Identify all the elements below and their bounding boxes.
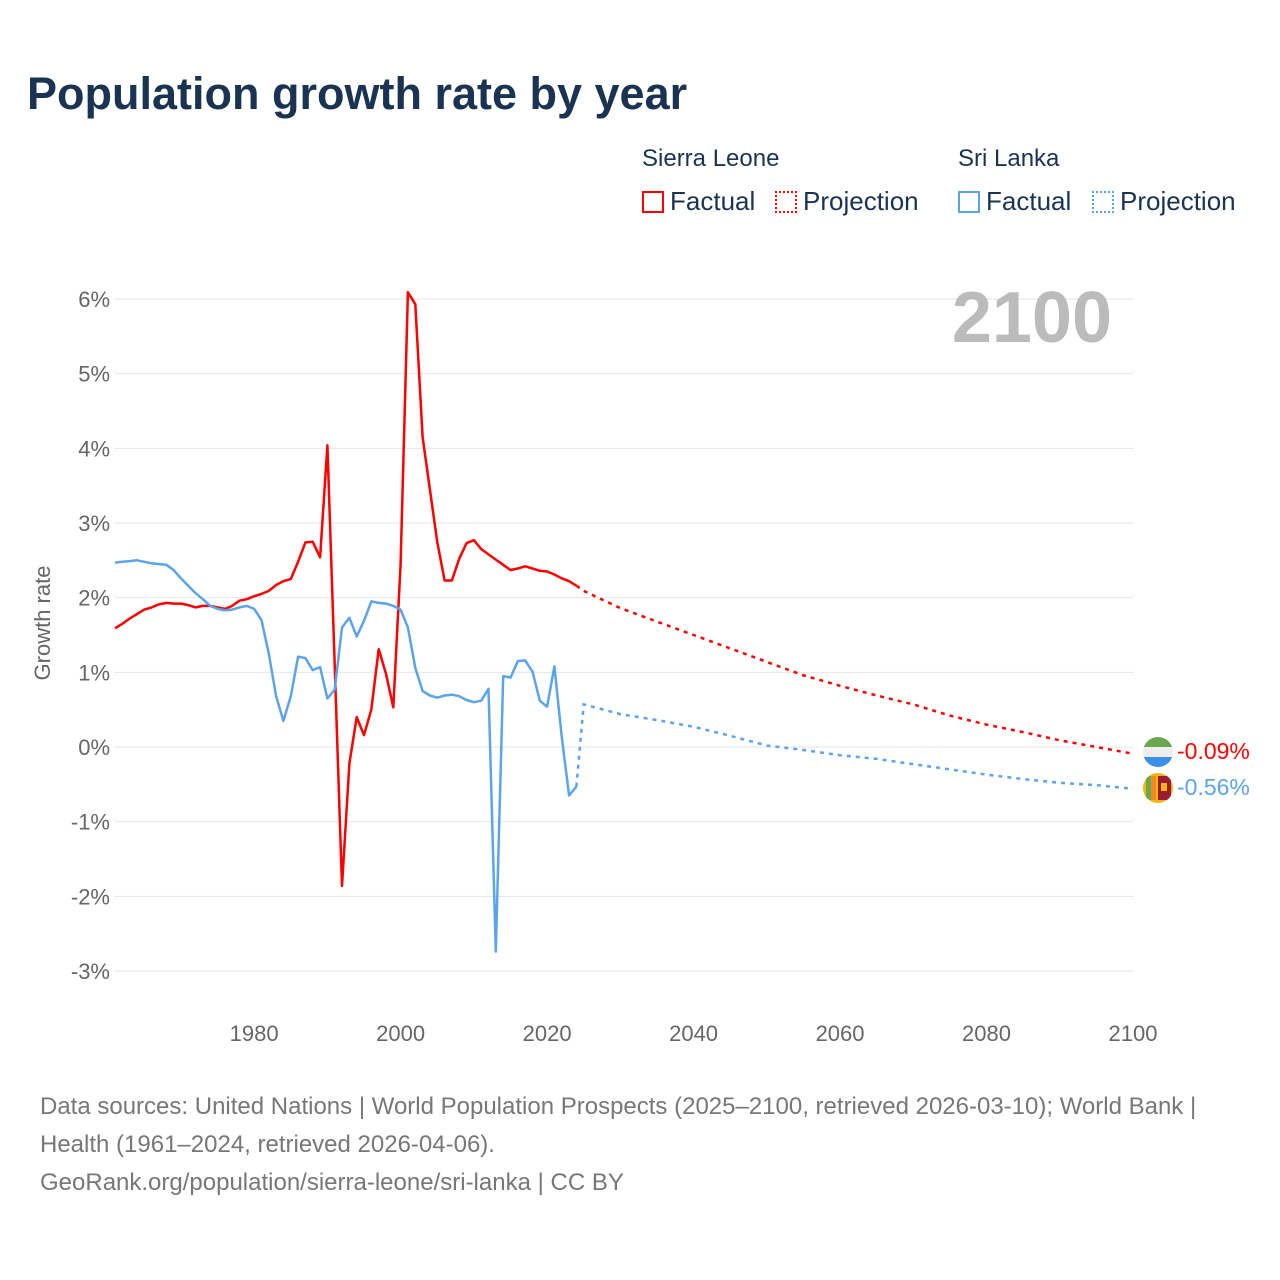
x-tick-label: 2000 [376,1021,425,1046]
sri-lanka-factual-line [114,559,578,953]
y-tick-label: 6% [78,287,110,312]
y-axis-label: Growth rate [30,566,55,681]
sri-lanka-end-label: -0.56% [1177,774,1250,800]
y-tick-label: -2% [71,884,110,909]
legend-label: Factual [670,186,756,216]
legend-sierra-leone-heading: Sierra Leone [642,145,780,172]
y-tick-label: 0% [78,735,110,760]
y-tick-label: -3% [71,959,110,984]
x-tick-label: 2080 [962,1021,1011,1046]
legend-swatch-solid-icon [642,190,664,213]
x-tick-label: 2060 [816,1021,865,1046]
legend-label: Projection [803,186,919,216]
x-tick-label: 2040 [669,1021,718,1046]
current-year-label: 2100 [952,278,1112,358]
y-tick-label: 5% [78,362,110,387]
sri-lanka-flag-icon [1143,773,1173,803]
sri-lanka-projection-line [575,702,1134,791]
sierra-leone-end-label: -0.09% [1177,738,1250,764]
sierra-leone-flag-icon [1143,737,1173,767]
x-tick-label: 1980 [230,1021,279,1046]
legend-label: Factual [986,186,1072,216]
legend-swatch-dotted-icon [1092,190,1114,213]
x-tick-label: 2100 [1109,1021,1158,1046]
x-tick-label: 2020 [523,1021,572,1046]
legend-swatch-dotted-icon [775,190,797,213]
page-title: Population growth rate by year [27,68,688,119]
legend-sri-lanka-heading: Sri Lanka [958,145,1060,172]
footer: Data sources: United Nations | World Pop… [40,1088,1240,1202]
y-tick-label: 3% [78,511,110,536]
legend-swatch-solid-icon [958,190,980,213]
legend-sri-lanka-projection[interactable]: Projection [1092,186,1236,217]
sierra-leone-factual-line [114,291,578,888]
credit-link[interactable]: GeoRank.org/population/sierra-leone/sri-… [40,1169,624,1196]
y-tick-label: 2% [78,586,110,611]
sierra-leone-projection-line [575,584,1134,755]
legend-sierra-leone-factual[interactable]: Factual [642,186,755,217]
legend-sri-lanka-factual[interactable]: Factual [958,186,1071,217]
legend-sierra-leone-projection[interactable]: Projection [775,186,919,217]
data-sources: Data sources: United Nations | World Pop… [40,1093,1197,1158]
y-tick-label: 4% [78,436,110,461]
y-tick-label: 1% [78,660,110,685]
legend-label: Projection [1120,186,1236,216]
y-tick-label: -1% [71,810,110,835]
